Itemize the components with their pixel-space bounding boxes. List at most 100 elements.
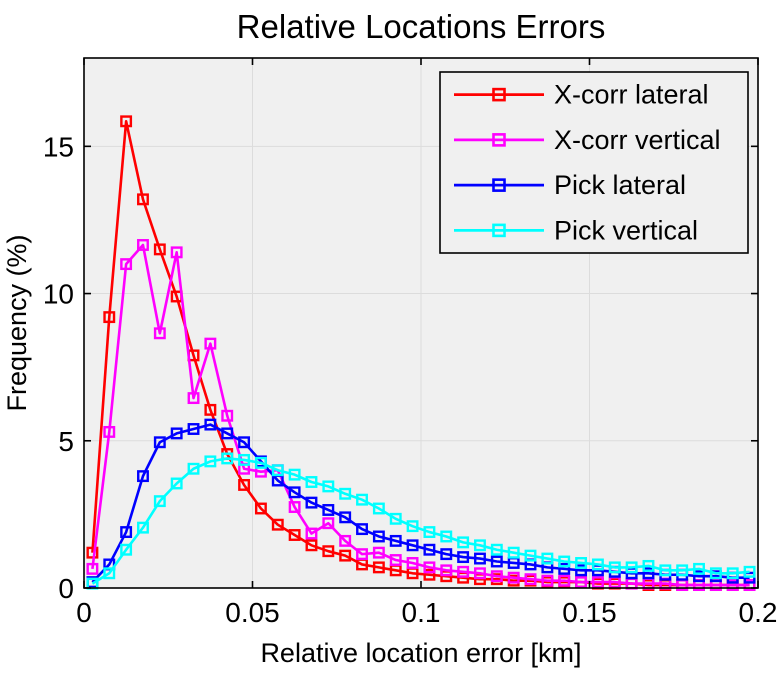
marker-pick-vertical — [625, 561, 638, 574]
marker-pick-vertical — [339, 487, 352, 500]
marker-x-corr-vertical — [288, 501, 301, 513]
legend-label-pick-vertical: Pick vertical — [554, 215, 698, 245]
marker-pick-vertical — [474, 539, 486, 552]
marker-pick-lateral — [372, 530, 385, 543]
marker-pick-lateral — [153, 436, 166, 449]
marker-pick-lateral — [457, 551, 470, 564]
marker-pick-lateral — [406, 539, 419, 552]
marker-x-corr-vertical — [490, 570, 503, 583]
series-line-pick-vertical — [91, 457, 750, 585]
legend-label-pick-lateral: Pick lateral — [554, 170, 686, 200]
marker-x-corr-vertical — [541, 574, 554, 587]
marker-x-corr-vertical — [591, 576, 604, 589]
marker-pick-lateral — [423, 543, 436, 556]
marker-pick-lateral — [575, 564, 588, 577]
legend-marker-pick-vertical — [492, 223, 506, 238]
chart-title: Relative Locations Errors — [237, 8, 606, 45]
marker-pick-vertical — [322, 480, 335, 493]
marker-pick-vertical — [608, 561, 621, 574]
marker-x-corr-vertical — [120, 258, 133, 271]
marker-x-corr-vertical — [474, 567, 486, 580]
marker-pick-lateral — [693, 570, 705, 583]
marker-pick-lateral — [474, 552, 486, 565]
marker-pick-lateral — [120, 526, 133, 539]
marker-x-corr-vertical — [305, 527, 318, 540]
x-tick-label-0.2: 0.2 — [739, 597, 778, 628]
marker-x-corr-vertical — [103, 425, 116, 438]
marker-pick-vertical — [103, 567, 116, 580]
marker-pick-vertical — [524, 549, 537, 562]
marker-pick-vertical — [389, 512, 402, 525]
marker-x-corr-vertical — [389, 554, 402, 566]
marker-pick-vertical — [137, 521, 149, 534]
marker-pick-vertical — [676, 564, 689, 577]
marker-pick-lateral — [238, 436, 251, 449]
marker-x-corr-vertical — [743, 579, 756, 592]
marker-x-corr-lateral — [339, 549, 352, 562]
marker-pick-vertical — [254, 456, 267, 469]
marker-pick-lateral — [356, 523, 368, 536]
marker-x-corr-lateral — [254, 502, 267, 515]
series-markers-pick-vertical — [86, 452, 756, 590]
legend-marker-x-corr-vertical — [492, 133, 506, 147]
series-line-x-corr-vertical — [91, 243, 750, 587]
marker-x-corr-lateral — [204, 403, 217, 416]
marker-pick-lateral — [440, 548, 453, 561]
marker-x-corr-vertical — [423, 561, 436, 574]
marker-pick-vertical — [372, 502, 385, 515]
marker-pick-lateral — [322, 504, 335, 516]
marker-x-corr-vertical — [221, 409, 234, 422]
marker-x-corr-lateral — [103, 311, 116, 324]
y-tick-label-0: 0 — [58, 573, 74, 604]
marker-pick-lateral — [204, 418, 217, 431]
marker-pick-vertical — [305, 476, 318, 488]
marker-pick-lateral — [558, 562, 571, 575]
marker-pick-vertical — [642, 559, 655, 572]
x-axis-label: Relative location error [km] — [260, 638, 581, 668]
marker-x-corr-vertical — [524, 573, 537, 586]
marker-pick-vertical — [271, 464, 284, 477]
marker-pick-vertical — [558, 555, 571, 568]
marker-x-corr-lateral — [153, 243, 166, 256]
marker-pick-lateral — [170, 427, 183, 440]
x-tick-label-0.1: 0.1 — [402, 597, 441, 628]
marker-pick-vertical — [423, 526, 436, 539]
marker-pick-vertical — [440, 530, 453, 543]
marker-pick-lateral — [288, 486, 301, 499]
marker-pick-lateral — [305, 496, 318, 509]
series-line-pick-lateral — [91, 423, 750, 584]
marker-pick-lateral — [187, 423, 200, 435]
marker-pick-vertical — [507, 546, 520, 559]
y-tick-label-5: 5 — [58, 426, 74, 457]
marker-x-corr-vertical — [575, 576, 588, 589]
legend-box — [439, 71, 749, 254]
marker-pick-vertical — [221, 452, 234, 465]
x-tick-label-0.15: 0.15 — [562, 597, 617, 628]
marker-pick-vertical — [693, 562, 705, 575]
marker-x-corr-lateral — [305, 539, 318, 552]
marker-x-corr-vertical — [406, 557, 419, 569]
marker-x-corr-lateral — [322, 545, 335, 558]
marker-pick-vertical — [204, 455, 217, 468]
marker-pick-vertical — [490, 543, 503, 556]
marker-x-corr-vertical — [153, 327, 166, 340]
marker-pick-vertical — [238, 453, 251, 466]
marker-pick-vertical — [709, 567, 722, 580]
marker-x-corr-vertical — [339, 534, 352, 547]
marker-x-corr-vertical — [322, 517, 335, 530]
marker-pick-vertical — [356, 493, 368, 506]
marker-pick-vertical — [659, 564, 672, 577]
marker-x-corr-vertical — [507, 571, 520, 584]
marker-pick-lateral — [490, 555, 503, 568]
marker-pick-lateral — [642, 567, 655, 580]
x-tick-label-0.05: 0.05 — [225, 597, 280, 628]
marker-x-corr-vertical — [356, 548, 368, 561]
marker-x-corr-lateral — [238, 478, 251, 491]
marker-pick-vertical — [153, 495, 166, 508]
marker-pick-lateral — [137, 470, 149, 483]
marker-pick-vertical — [406, 520, 419, 533]
marker-x-corr-vertical — [204, 337, 217, 350]
marker-pick-lateral — [339, 511, 352, 524]
